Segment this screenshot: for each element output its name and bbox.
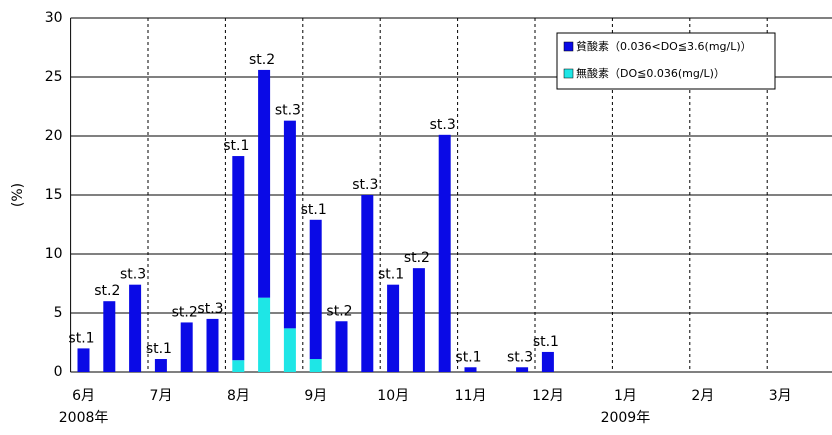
bar [232, 360, 245, 372]
x-tick-label: 7月 [150, 388, 173, 404]
legend-swatch [563, 68, 574, 79]
bar-label: st.1 [301, 202, 327, 218]
x-tick-label: 1月 [614, 388, 637, 404]
bar-label: st.1 [533, 334, 559, 350]
x-tick-label: 12月 [532, 388, 564, 404]
y-tick-label: 10 [45, 246, 63, 262]
bar-label: st.1 [68, 330, 94, 346]
bar [154, 359, 167, 372]
y-tick-label: 0 [54, 364, 63, 380]
x-tick-label: 11月 [455, 388, 487, 404]
bar-label: st.3 [275, 103, 301, 119]
bar-label: st.1 [146, 341, 172, 357]
bar-label: st.2 [249, 52, 275, 68]
bar [283, 120, 296, 329]
x-tick-label: 6月 [72, 388, 95, 404]
legend-label: 無酸素（DO≦0.036(mg/L)） [576, 66, 725, 80]
y-tick-label: 20 [45, 128, 63, 144]
y-tick-label: 15 [45, 187, 63, 203]
bar [309, 359, 322, 372]
y-tick-label: 5 [54, 305, 63, 321]
bar [206, 318, 219, 372]
x-tick-label: 10月 [377, 388, 409, 404]
bar-label: st.2 [172, 304, 198, 320]
bar [438, 134, 451, 372]
bar [387, 284, 400, 372]
bar-label: st.2 [94, 283, 120, 299]
year-label: 2008年 [59, 410, 109, 426]
x-tick-label: 9月 [304, 388, 327, 404]
bar-label: st.3 [507, 349, 533, 365]
legend-label: 貧酸素（0.036<DO≦3.6(mg/L)） [576, 39, 752, 53]
bar [361, 195, 374, 372]
bar [309, 219, 322, 360]
bar [464, 367, 477, 372]
x-tick-label: 3月 [769, 388, 792, 404]
bar [232, 156, 245, 361]
bar-label: st.1 [378, 267, 404, 283]
y-tick-label: 30 [45, 10, 63, 26]
y-tick-label: 25 [45, 69, 63, 85]
x-tick-label: 2月 [691, 388, 714, 404]
bar-label: st.2 [404, 250, 430, 266]
bar [258, 297, 271, 372]
bar [516, 367, 529, 372]
bar [335, 321, 348, 372]
year-label: 2009年 [601, 410, 651, 426]
bar [283, 328, 296, 372]
bar [180, 322, 193, 372]
bar [77, 348, 90, 372]
bar-label: st.2 [326, 303, 352, 319]
x-tick-label: 8月 [227, 388, 250, 404]
bar-label: st.3 [120, 267, 146, 283]
bar-label: st.1 [223, 138, 249, 154]
bar-label: st.3 [352, 177, 378, 193]
bar-label: st.3 [430, 117, 456, 133]
bar-label: st.1 [455, 349, 481, 365]
bar [258, 69, 271, 298]
bar [412, 268, 425, 372]
bar [129, 284, 142, 372]
bar [541, 351, 554, 372]
bar-label: st.3 [197, 301, 223, 317]
legend-box [556, 32, 776, 90]
legend-swatch [563, 41, 574, 52]
y-axis-label: (%) [10, 183, 26, 207]
bar [103, 301, 116, 372]
